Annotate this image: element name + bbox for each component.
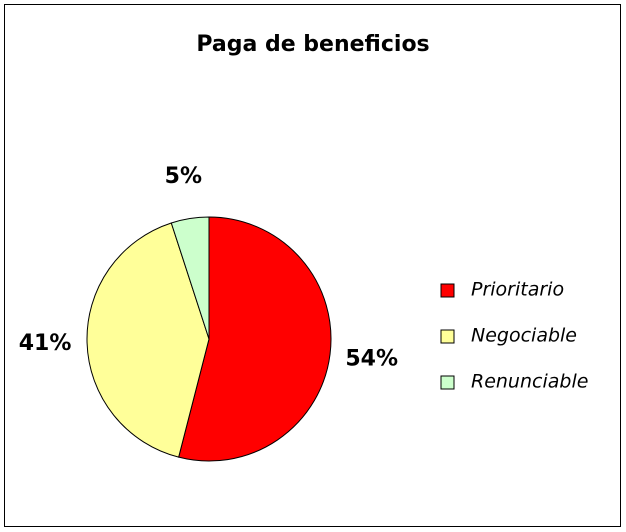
legend-label: Renunciable <box>471 371 588 393</box>
pie-slice <box>178 216 332 462</box>
legend-label: Prioritario <box>471 279 564 301</box>
pie-slice <box>86 222 210 458</box>
chart-frame <box>4 4 621 527</box>
legend-swatch <box>440 283 455 298</box>
value-label: 5% <box>165 164 202 189</box>
legend-swatch <box>440 375 455 390</box>
chart-title: Paga de beneficios <box>196 32 429 57</box>
legend-swatch <box>440 329 455 344</box>
value-label: 54% <box>345 347 398 372</box>
value-label: 41% <box>19 331 72 356</box>
pie-slice <box>170 216 210 340</box>
legend-label: Negociable <box>471 325 577 347</box>
